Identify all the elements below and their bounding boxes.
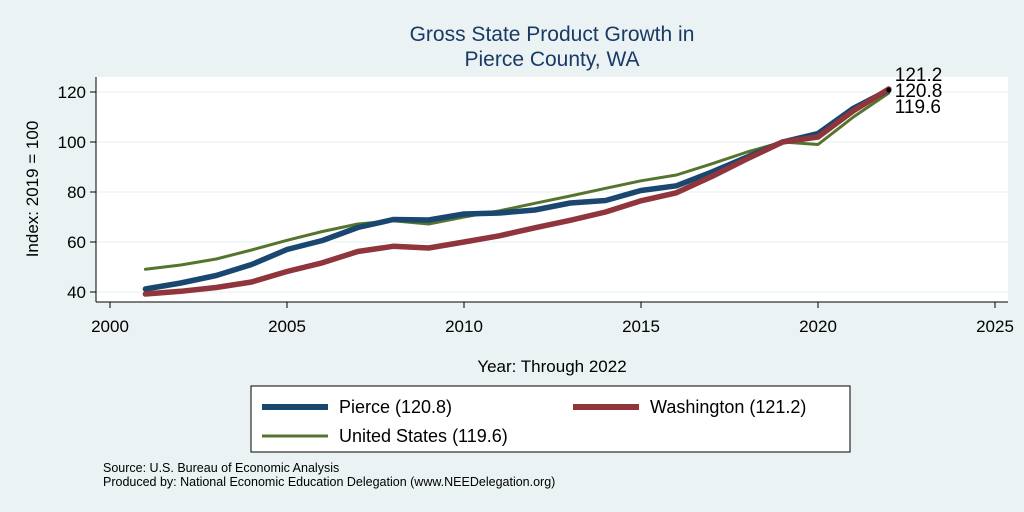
series-lines	[142, 86, 892, 297]
x-tick-label-2000: 2000	[91, 317, 129, 336]
series-line-1	[142, 86, 892, 297]
source-note: Source: U.S. Bureau of Economic Analysis	[103, 461, 339, 475]
x-tick-label-2025: 2025	[976, 317, 1014, 336]
x-tick-label-2015: 2015	[622, 317, 660, 336]
legend-box	[250, 385, 851, 453]
end-label-2: 119.6	[895, 97, 941, 118]
x-axis-title: Year: Through 2022	[477, 357, 626, 376]
y-axis-title: Index: 2019 = 100	[23, 121, 42, 258]
y-ticks: 40 60 80 100 120	[58, 83, 96, 302]
x-tick-label-2005: 2005	[268, 317, 306, 336]
y-tick-label-40: 40	[67, 283, 86, 302]
end-label-0: 120.8	[895, 81, 943, 102]
legend-label-2: United States (119.6)	[339, 426, 508, 446]
legend-label-1: Washington (121.2)	[650, 397, 806, 417]
x-ticks: 2000 2005 2010 2015 2020 2025	[91, 302, 1014, 336]
y-tick-label-100: 100	[58, 133, 86, 152]
chart-title-line-1: Gross State Product Growth in	[410, 23, 695, 46]
chart-title-line-2: Pierce County, WA	[464, 48, 639, 71]
end-point-marker	[886, 87, 892, 93]
gridlines	[96, 91, 1008, 293]
y-tick-label-120: 120	[58, 83, 86, 102]
x-tick-label-2010: 2010	[445, 317, 483, 336]
end-label-1: 121.2	[895, 65, 943, 86]
legend-label-0: Pierce (120.8)	[339, 397, 452, 417]
y-tick-label-80: 80	[67, 183, 86, 202]
produced-note: Produced by: National Economic Education…	[103, 475, 555, 489]
legend: Pierce (120.8) Washington (121.2) United S…	[250, 385, 851, 453]
y-tick-label-60: 60	[67, 233, 86, 252]
x-tick-label-2020: 2020	[799, 317, 837, 336]
